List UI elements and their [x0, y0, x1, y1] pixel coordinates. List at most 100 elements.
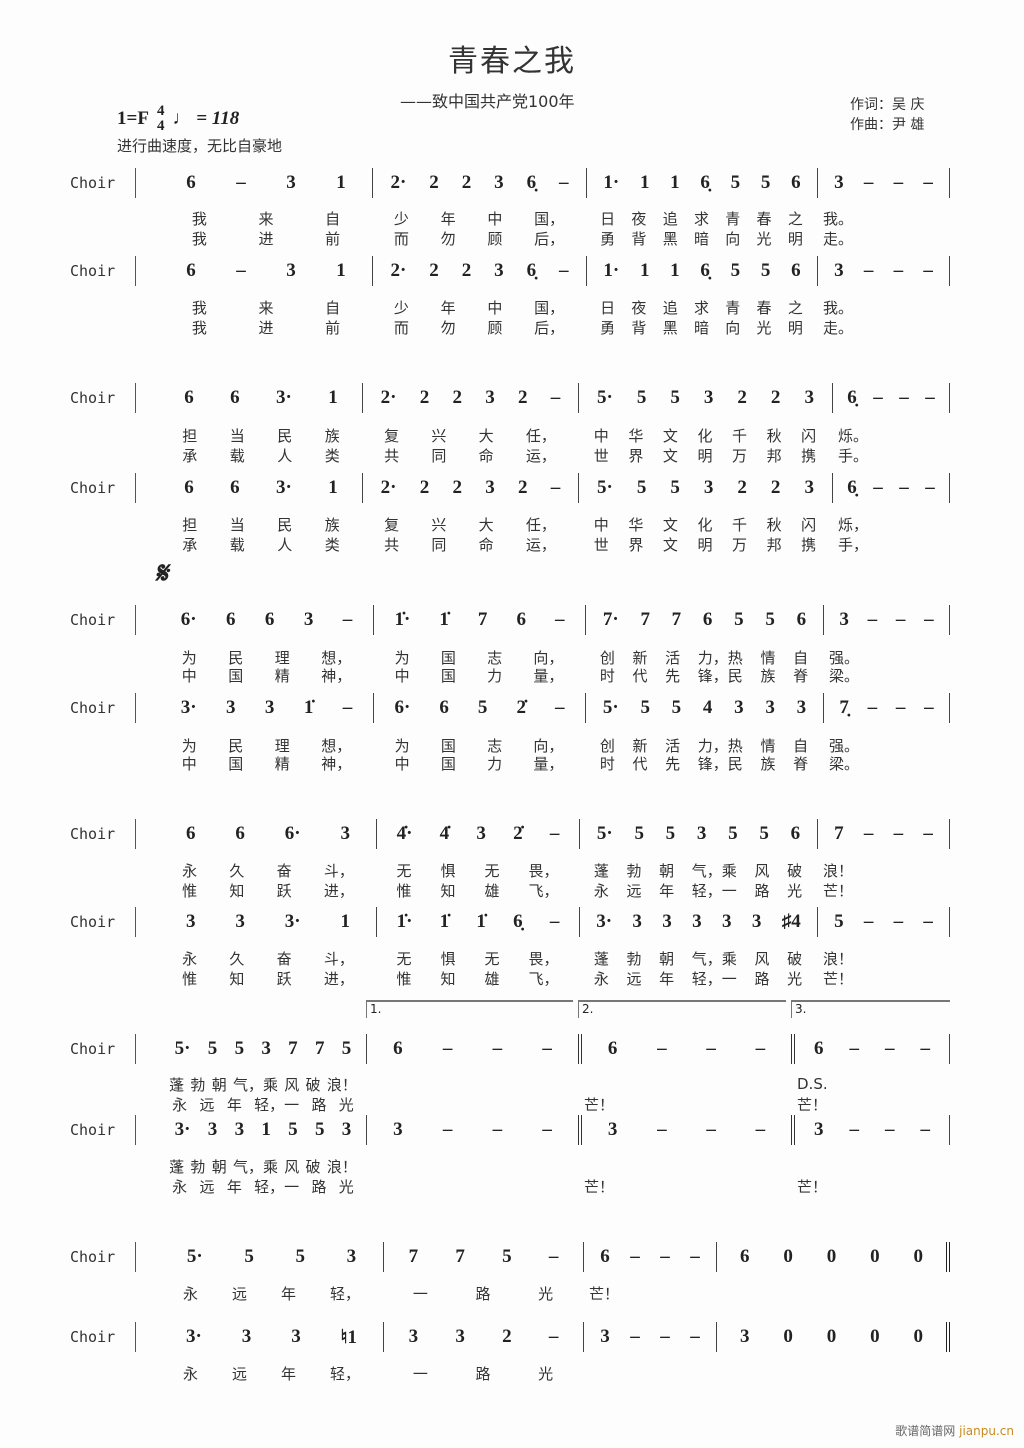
lyric-segment: 我。: [817, 297, 950, 317]
note: 1̇: [439, 609, 449, 630]
lyric-segment: 而 勿 顾 后，: [372, 317, 586, 337]
lyric-syllable: 轻，: [329, 1284, 360, 1303]
lyric-syllable: 芒！: [823, 969, 854, 988]
lyric-syllable: 复: [384, 515, 400, 534]
note: 3: [241, 1326, 252, 1347]
dash-note: –: [630, 1326, 640, 1347]
measure: 7– – –: [817, 819, 950, 849]
note: 3: [751, 911, 762, 932]
note: 2: [461, 260, 472, 281]
lyric-syllable: 载: [229, 535, 245, 554]
note: 5: [760, 260, 771, 281]
dash-note: –: [863, 172, 874, 193]
lyric-syllable: 民: [277, 515, 293, 534]
lyric-syllable: 中: [181, 666, 197, 685]
lyric-segment: 中 国 力 量，: [373, 753, 585, 773]
lyric-syllable: 浪！: [823, 949, 854, 968]
lyric-syllable: 斗，: [323, 861, 354, 880]
lyric-syllable: 春: [756, 298, 772, 317]
note: 6·: [284, 823, 301, 844]
lyric-syllable: 为: [394, 648, 410, 667]
note: 3: [834, 172, 844, 193]
lyric-syllable: 进，: [323, 881, 354, 900]
note: 4̇: [439, 823, 450, 844]
lyric-syllable: 青: [725, 209, 741, 228]
measure: 6 – 3 1: [160, 256, 372, 286]
lyric-syllable: 光: [338, 1095, 354, 1114]
lyric-segment: 为 国 志 向，: [373, 647, 585, 667]
dash-note: –: [706, 1119, 716, 1140]
lyric-syllable: 路: [754, 881, 770, 900]
lyric-syllable: 轻，一: [691, 969, 737, 988]
lyric-syllable: 化: [697, 515, 713, 534]
lyric-syllable: 朝: [659, 949, 675, 968]
lyric-syllable: 光: [756, 318, 772, 337]
note: 6: [814, 1038, 824, 1059]
note: 3: [341, 1119, 352, 1140]
note: 3: [703, 387, 714, 408]
note: 5·: [186, 1246, 203, 1267]
lyric-syllable: 想，: [321, 736, 352, 755]
dash-note: –: [920, 1038, 931, 1059]
note: 0: [826, 1246, 837, 1267]
lyric-syllable: 自: [793, 648, 809, 667]
note: 7: [455, 1246, 465, 1267]
note: 3·: [284, 911, 301, 932]
song-subtitle: ——致中国共产党100年: [400, 92, 575, 111]
lyric-syllable: 芒！: [589, 1284, 620, 1303]
note: 5: [288, 1119, 298, 1140]
lyric-segment: 强。: [823, 647, 950, 667]
lyric-syllable: 轻，: [329, 1364, 360, 1383]
note: 6: [186, 260, 196, 281]
note: 5: [730, 172, 741, 193]
lyric-syllable: 畏，: [528, 861, 559, 880]
lyric-syllable: 向: [725, 318, 741, 337]
note: 2: [518, 387, 528, 408]
lyric-syllable: 朝: [211, 1075, 227, 1094]
lyric-syllable: 远: [199, 1177, 215, 1196]
lyric-syllable: 先: [665, 666, 681, 685]
lyric-syllable: 国: [228, 754, 244, 773]
measure: 1̇· 1̇ 7 6 –: [373, 605, 585, 635]
lyric-syllable: 活: [665, 648, 681, 667]
note: 4: [702, 697, 713, 718]
lyric-syllable: 族: [324, 426, 340, 445]
dash-note: –: [873, 477, 883, 498]
lyric-segment: 世界文明万邦携: [578, 534, 832, 554]
measure: 3 3 2 –: [383, 1322, 583, 1352]
lyric-syllable: 命: [478, 535, 494, 554]
note: 3: [234, 1119, 245, 1140]
lyric-segment: 蓬勃朝气，乘风破: [579, 860, 817, 880]
dash-note: –: [342, 697, 353, 718]
lyric-syllable: 万: [732, 535, 748, 554]
note: 0: [870, 1326, 880, 1347]
lyric-syllable: 少: [393, 209, 409, 228]
lyric-syllable: 中: [394, 754, 410, 773]
lyric-syllable: 浪！: [823, 861, 854, 880]
lyric-syllable: 自: [325, 298, 341, 317]
lyric-segment: 烁，: [832, 514, 950, 534]
lyric-syllable: 理: [274, 648, 290, 667]
note: 6: [230, 387, 240, 408]
note: 3: [476, 823, 486, 844]
lyric-syllable: 复: [384, 426, 400, 445]
lyric-syllable: 千: [732, 426, 748, 445]
lyric-segment: 我来自: [160, 297, 372, 317]
lyric-segment: 为 民 理 想，: [160, 647, 373, 667]
lyric-syllable: 无: [484, 861, 500, 880]
lyric-segment: 惟 知 跃 进，: [160, 880, 376, 900]
measure: 2· 2 2 3 6̣ –: [372, 168, 586, 198]
measure: 5· 5 5 3 2 2 3: [578, 473, 832, 503]
note: 6̣: [526, 172, 537, 193]
note: 3: [455, 1326, 465, 1347]
lyric-syllable: 情: [760, 736, 776, 755]
lyric-syllable: 破: [787, 949, 803, 968]
note: 3: [494, 260, 504, 281]
note: ♯4: [781, 911, 801, 932]
note: 5: [341, 1038, 352, 1059]
lyric-syllable: 梁。: [829, 754, 860, 773]
note: 6̣: [526, 260, 537, 281]
note: 1: [336, 172, 346, 193]
staff-start-barline: [135, 819, 136, 849]
staff-label: Choir: [70, 479, 116, 497]
